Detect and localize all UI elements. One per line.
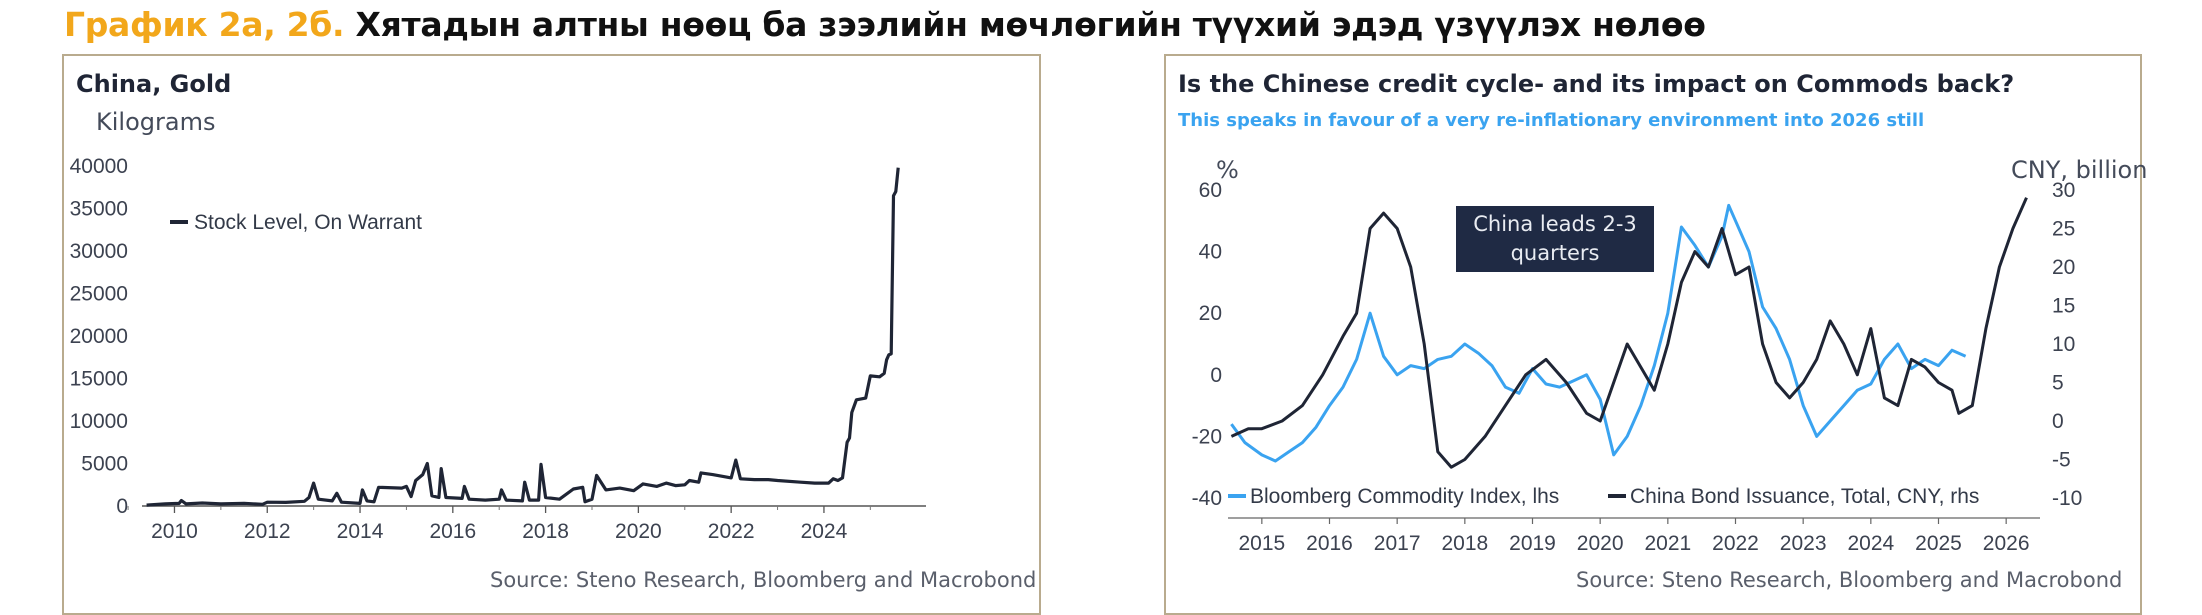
y-tick-label-right: -10 <box>2052 487 2082 510</box>
x-tick-label: 2026 <box>1983 532 2030 555</box>
chart-panel-gold: China, Gold Kilograms Source: Steno Rese… <box>62 54 1041 615</box>
y-tick-label-right: 30 <box>2052 179 2075 202</box>
y-tick-label: 30000 <box>70 240 128 263</box>
x-tick-label: 2020 <box>1577 532 1624 555</box>
x-tick-label: 2014 <box>337 520 384 543</box>
x-tick-label: 2012 <box>244 520 291 543</box>
page-title: График 2а, 2б. Хятадын алтны нөөц ба зээ… <box>64 2 1706 48</box>
y-tick-label-left: -20 <box>1192 425 1222 448</box>
y-axis-label-left: % <box>1216 156 1239 184</box>
x-tick-label: 2022 <box>708 520 755 543</box>
y-tick-label: 25000 <box>70 283 128 306</box>
y-tick-label-left: 0 <box>1210 364 1222 387</box>
x-tick-label: 2015 <box>1238 532 1285 555</box>
y-tick-label: 5000 <box>81 453 128 476</box>
series-line-stock-level <box>146 167 900 507</box>
y-tick-label-left: 40 <box>1199 241 1222 264</box>
y-tick-label: 15000 <box>70 368 128 391</box>
y-tick-label-right: -5 <box>2052 449 2071 472</box>
x-tick-label: 2023 <box>1780 532 1827 555</box>
series-line-commodity-index <box>1230 203 1967 463</box>
chart-title: China, Gold <box>76 70 232 98</box>
legend-label: China Bond Issuance, Total, CNY, rhs <box>1630 485 1979 508</box>
legend-label: Stock Level, On Warrant <box>194 211 422 234</box>
chart-subtitle: This speaks in favour of a very re-infla… <box>1178 110 1925 131</box>
gold-chart-plot: 2010 2012 2014 2016 2018 2020 2022 2024 0 5000 100… <box>70 155 926 543</box>
y-axis-label: Kilograms <box>96 108 216 136</box>
x-tick-label: 2021 <box>1644 532 1691 555</box>
y-tick-label: 35000 <box>70 198 128 221</box>
y-axis-label-right: CNY, billion <box>2011 156 2148 184</box>
y-tick-label-right: 25 <box>2052 218 2075 241</box>
x-tick-label: 2019 <box>1509 532 1556 555</box>
x-tick-label: 2010 <box>151 520 198 543</box>
x-tick-label: 2016 <box>429 520 476 543</box>
y-tick-label-left: 60 <box>1199 179 1222 202</box>
y-tick-label-left: -40 <box>1192 487 1222 510</box>
credit-cycle-chart-plot: 2015 2016 2017 2018 2019 2020 2021 2022 2023 2024… <box>1192 179 2083 555</box>
x-tick-label: 2018 <box>522 520 569 543</box>
x-tick-label: 2018 <box>1441 532 1488 555</box>
x-tick-label: 2017 <box>1374 532 1421 555</box>
page-title-prefix: График 2а, 2б. <box>64 5 345 44</box>
y-tick-label-right: 15 <box>2052 295 2075 318</box>
y-tick-label: 0 <box>116 495 128 518</box>
x-tick-label: 2016 <box>1306 532 1353 555</box>
x-tick-label: 2024 <box>801 520 848 543</box>
y-tick-label-left: 20 <box>1199 302 1222 325</box>
y-tick-label-right: 0 <box>2052 410 2064 433</box>
y-tick-label: 20000 <box>70 325 128 348</box>
chart-annotation: China leads 2-3 quarters <box>1456 206 1654 272</box>
x-tick-label: 2024 <box>1847 532 1894 555</box>
x-tick-label: 2025 <box>1915 532 1962 555</box>
chart-source: Source: Steno Research, Bloomberg and Ma… <box>1576 568 2123 592</box>
chart-panel-credit-cycle: Is the Chinese credit cycle- and its imp… <box>1164 54 2147 615</box>
y-tick-label: 40000 <box>70 155 128 178</box>
legend-label: Bloomberg Commodity Index, lhs <box>1250 485 1559 508</box>
y-tick-label-right: 10 <box>2052 333 2075 356</box>
x-tick-label: 2022 <box>1712 532 1759 555</box>
y-tick-label-right: 20 <box>2052 256 2075 279</box>
y-tick-label-right: 5 <box>2052 372 2064 395</box>
chart-source: Source: Steno Research, Bloomberg and Ma… <box>490 568 1037 592</box>
page-title-main: Хятадын алтны нөөц ба зээлийн мөчлөгийн … <box>355 5 1706 44</box>
series-line-bond-issuance <box>1230 197 2028 469</box>
chart-title: Is the Chinese credit cycle- and its imp… <box>1178 70 2015 98</box>
y-tick-label: 10000 <box>70 410 128 433</box>
x-tick-label: 2020 <box>615 520 662 543</box>
